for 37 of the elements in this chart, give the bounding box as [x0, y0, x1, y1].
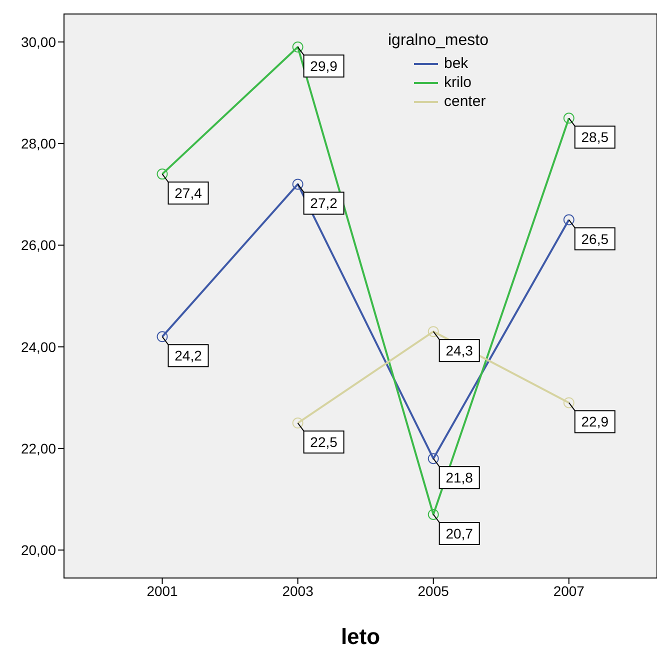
data-label: 28,5	[581, 129, 609, 146]
data-label: 27,4	[174, 185, 202, 202]
y-tick-label: 28,00	[20, 136, 56, 152]
x-axis-title: leto	[340, 624, 380, 649]
y-tick-label: 24,00	[20, 338, 56, 355]
data-label: 26,5	[581, 230, 609, 247]
point	[428, 326, 439, 338]
y-tick-label: 26,00	[20, 237, 56, 254]
data-label: 22,9	[581, 414, 609, 430]
data-label: 22,5	[310, 434, 338, 450]
point	[292, 42, 304, 53]
point	[563, 112, 574, 124]
data-label: 24,2	[174, 348, 202, 364]
data-label: 24,3	[446, 342, 474, 359]
point	[292, 178, 304, 190]
y-tick-label: 22,00	[20, 440, 56, 456]
point	[292, 418, 304, 429]
legend-label: bek	[444, 55, 468, 72]
x-tick-label: 2005	[418, 582, 450, 599]
data-label: 20,7	[446, 525, 474, 542]
point	[563, 214, 574, 226]
y-tick-label: 30,00	[20, 34, 56, 50]
x-tick-label: 2007	[553, 582, 585, 599]
point	[428, 508, 439, 520]
point	[156, 168, 168, 180]
point	[563, 397, 574, 408]
point	[156, 331, 168, 342]
data-label: 27,2	[310, 195, 338, 212]
point	[428, 453, 439, 464]
legend-title: igralno_mesto	[388, 32, 488, 50]
y-tick-label: 20,00	[20, 542, 56, 558]
x-tick-label: 2001	[146, 582, 178, 599]
legend-label: krilo	[444, 74, 472, 91]
data-label: 29,9	[310, 58, 338, 74]
data-label: 21,8	[446, 470, 474, 486]
x-tick-label: 2003	[282, 582, 314, 599]
legend-label: center	[444, 93, 486, 110]
